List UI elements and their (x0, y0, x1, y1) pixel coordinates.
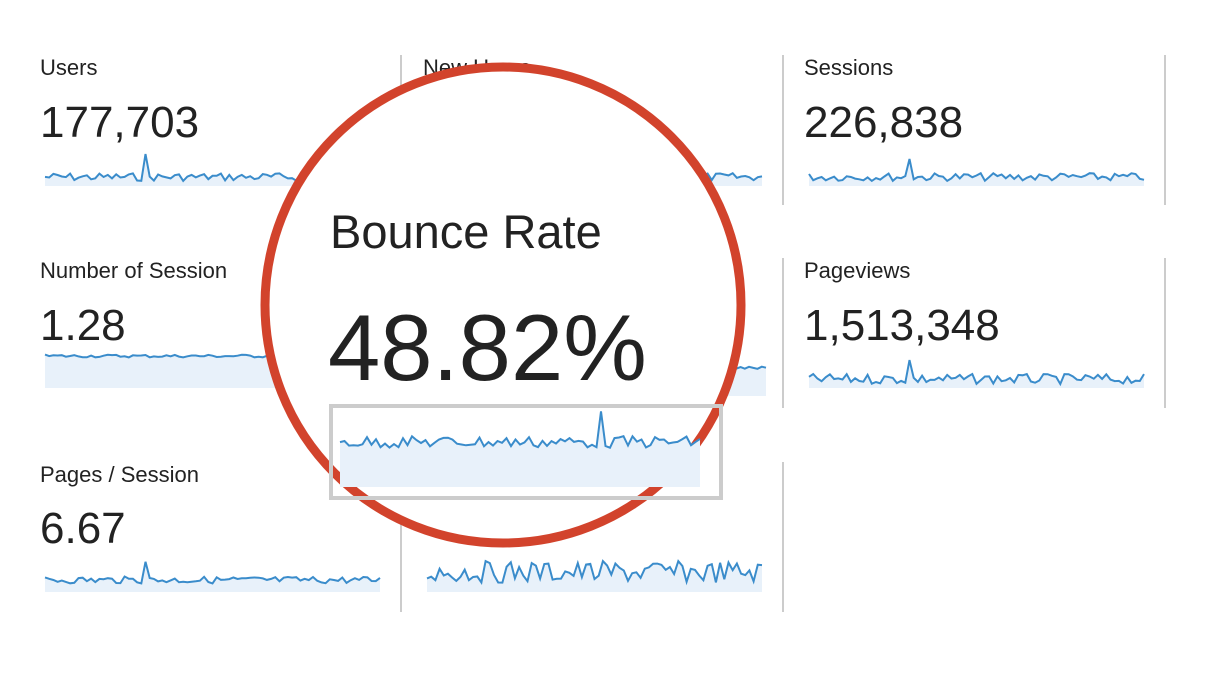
magnified-sparkline (339, 411, 701, 487)
sparkline-area (45, 154, 380, 186)
metric-value: 1,513,348 (804, 301, 1000, 350)
sparkline (808, 359, 1145, 387)
metric-label: Pages / Session (40, 462, 199, 487)
magnified-label: Bounce Rate (330, 205, 602, 258)
sparkline-area (809, 360, 1144, 388)
metric-label: Pageviews (804, 258, 910, 283)
sparkline-area (45, 561, 380, 592)
metric-label: Number of Session (40, 258, 227, 283)
metric-label: Users (40, 55, 97, 80)
metric-label: Sessions (804, 55, 893, 80)
sparkline (808, 158, 1145, 183)
sparkline (339, 411, 701, 449)
sparkline-area (340, 411, 700, 487)
metric-value: 1.28 (40, 301, 126, 350)
sparkline-frame (329, 404, 723, 500)
metric-value: 6.67 (40, 504, 126, 553)
sparkline-area (809, 159, 1144, 186)
sparkline-area (427, 561, 762, 592)
magnified-value: 48.82% (328, 295, 647, 400)
magnifier: Bounce Rate 48.82% (260, 62, 746, 548)
magnifier-ring (260, 62, 746, 548)
sparkline (44, 561, 381, 585)
metric-value: 177,703 (40, 98, 199, 147)
sparkline (426, 559, 763, 586)
metric-value: 226,838 (804, 98, 963, 147)
